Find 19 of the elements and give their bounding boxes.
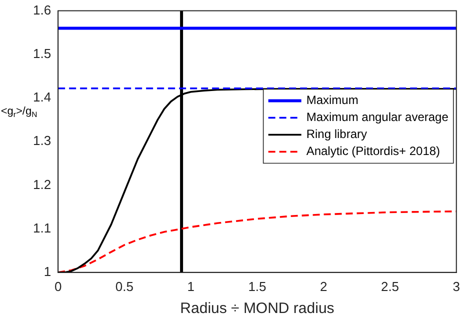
y-tick-label: 1.5 bbox=[32, 46, 52, 61]
legend-label: Maximum angular average bbox=[306, 110, 449, 124]
legend-label: Maximum bbox=[306, 93, 358, 108]
y-tick-label: 1.3 bbox=[32, 133, 52, 148]
legend-label: Ring library bbox=[306, 127, 368, 142]
y-tick-label: 1.4 bbox=[32, 90, 52, 105]
y-tick-label: 1 bbox=[44, 264, 52, 279]
x-tick-label: 2 bbox=[320, 278, 328, 294]
x-tick-label: 0 bbox=[54, 278, 62, 294]
x-tick-label: 3 bbox=[452, 278, 460, 294]
x-tick-label: 0.5 bbox=[115, 278, 134, 294]
x-tick-label: 1.5 bbox=[248, 278, 266, 294]
legend-label: Analytic (Pittordis+ 2018) bbox=[306, 144, 440, 158]
y-tick-label: 1.1 bbox=[32, 220, 52, 236]
x-axis-title: Radius ÷ MOND radius bbox=[180, 300, 334, 318]
y-tick-label: 1.2 bbox=[32, 176, 52, 192]
x-tick-label: 1 bbox=[187, 278, 194, 294]
y-tick-label: 1.6 bbox=[32, 2, 52, 18]
x-tick-label: 2.5 bbox=[380, 278, 400, 294]
